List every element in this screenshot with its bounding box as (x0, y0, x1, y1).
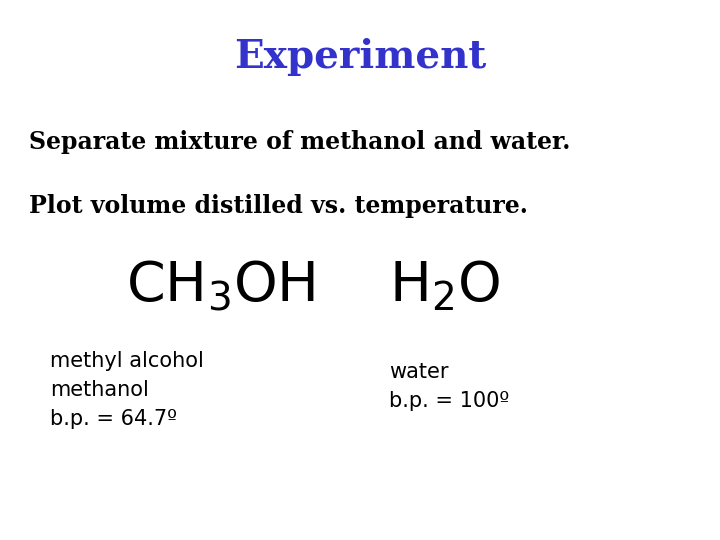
Text: Experiment: Experiment (234, 38, 486, 76)
Text: Separate mixture of methanol and water.: Separate mixture of methanol and water. (29, 130, 570, 153)
Text: methyl alcohol
methanol
b.p. = 64.7º: methyl alcohol methanol b.p. = 64.7º (50, 351, 204, 429)
Text: $\mathregular{CH_3OH}$: $\mathregular{CH_3OH}$ (126, 259, 315, 314)
Text: water
b.p. = 100º: water b.p. = 100º (389, 362, 509, 410)
Text: $\mathregular{H_2O}$: $\mathregular{H_2O}$ (389, 259, 500, 313)
Text: Plot volume distilled vs. temperature.: Plot volume distilled vs. temperature. (29, 194, 528, 218)
